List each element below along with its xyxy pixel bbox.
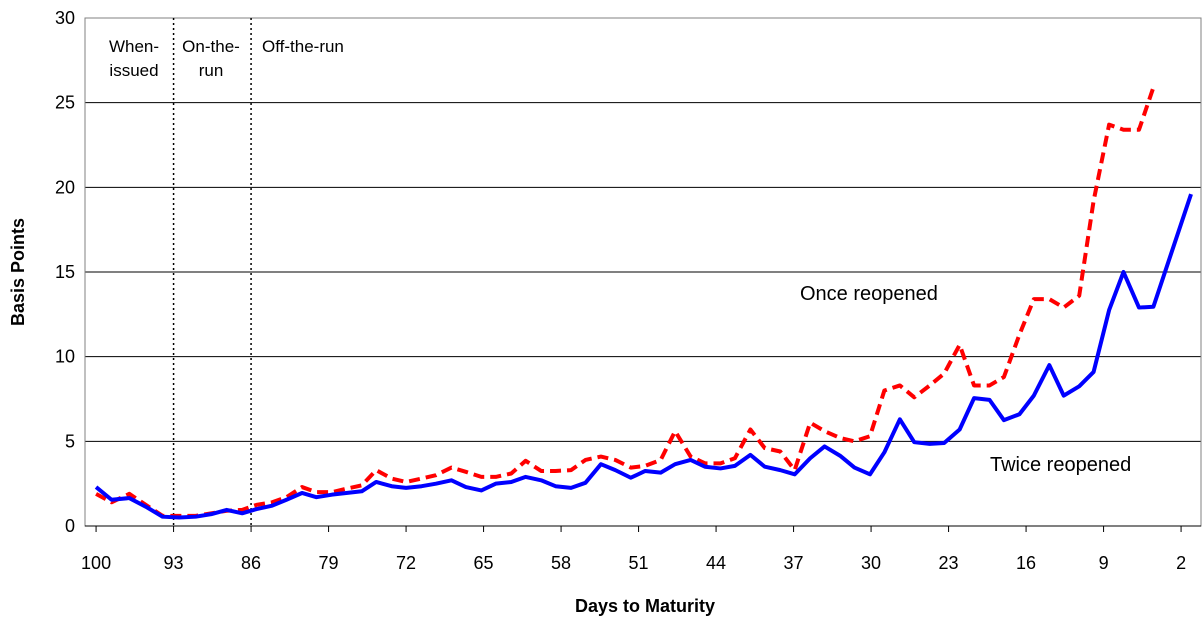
x-tick-label: 51: [629, 553, 649, 573]
y-axis-title: Basis Points: [8, 218, 28, 326]
series-line: [94, 193, 1193, 520]
region-label: Off-the-run: [262, 37, 344, 56]
y-tick-label: 25: [55, 93, 75, 113]
x-tick-label: 79: [319, 553, 339, 573]
x-tick-label: 30: [861, 553, 881, 573]
x-tick-label: 93: [164, 553, 184, 573]
y-tick-label: 30: [55, 8, 75, 28]
y-tick-label: 20: [55, 177, 75, 197]
x-tick-label: 100: [81, 553, 111, 573]
x-tick-label: 37: [784, 553, 804, 573]
y-tick-label: 15: [55, 262, 75, 282]
region-label: When-: [109, 37, 159, 56]
x-axis-title: Days to Maturity: [575, 596, 715, 616]
x-tick-label: 2: [1176, 553, 1186, 573]
x-tick-label: 86: [241, 553, 261, 573]
series-line: [95, 86, 1156, 518]
y-tick-label: 0: [65, 516, 75, 536]
series-label: Once reopened: [800, 283, 938, 305]
x-tick-label: 16: [1016, 553, 1036, 573]
x-tick-label: 58: [551, 553, 571, 573]
x-tick-label: 44: [706, 553, 726, 573]
y-tick-label: 10: [55, 347, 75, 367]
x-tick-label: 23: [939, 553, 959, 573]
region-label: run: [199, 61, 224, 80]
x-tick-label: 72: [396, 553, 416, 573]
x-tick-label: 9: [1099, 553, 1109, 573]
region-label: issued: [109, 61, 158, 80]
y-tick-label: 5: [65, 431, 75, 451]
series-label: Twice reopened: [990, 454, 1131, 476]
x-tick-label: 65: [474, 553, 494, 573]
region-label: On-the-: [182, 37, 240, 56]
